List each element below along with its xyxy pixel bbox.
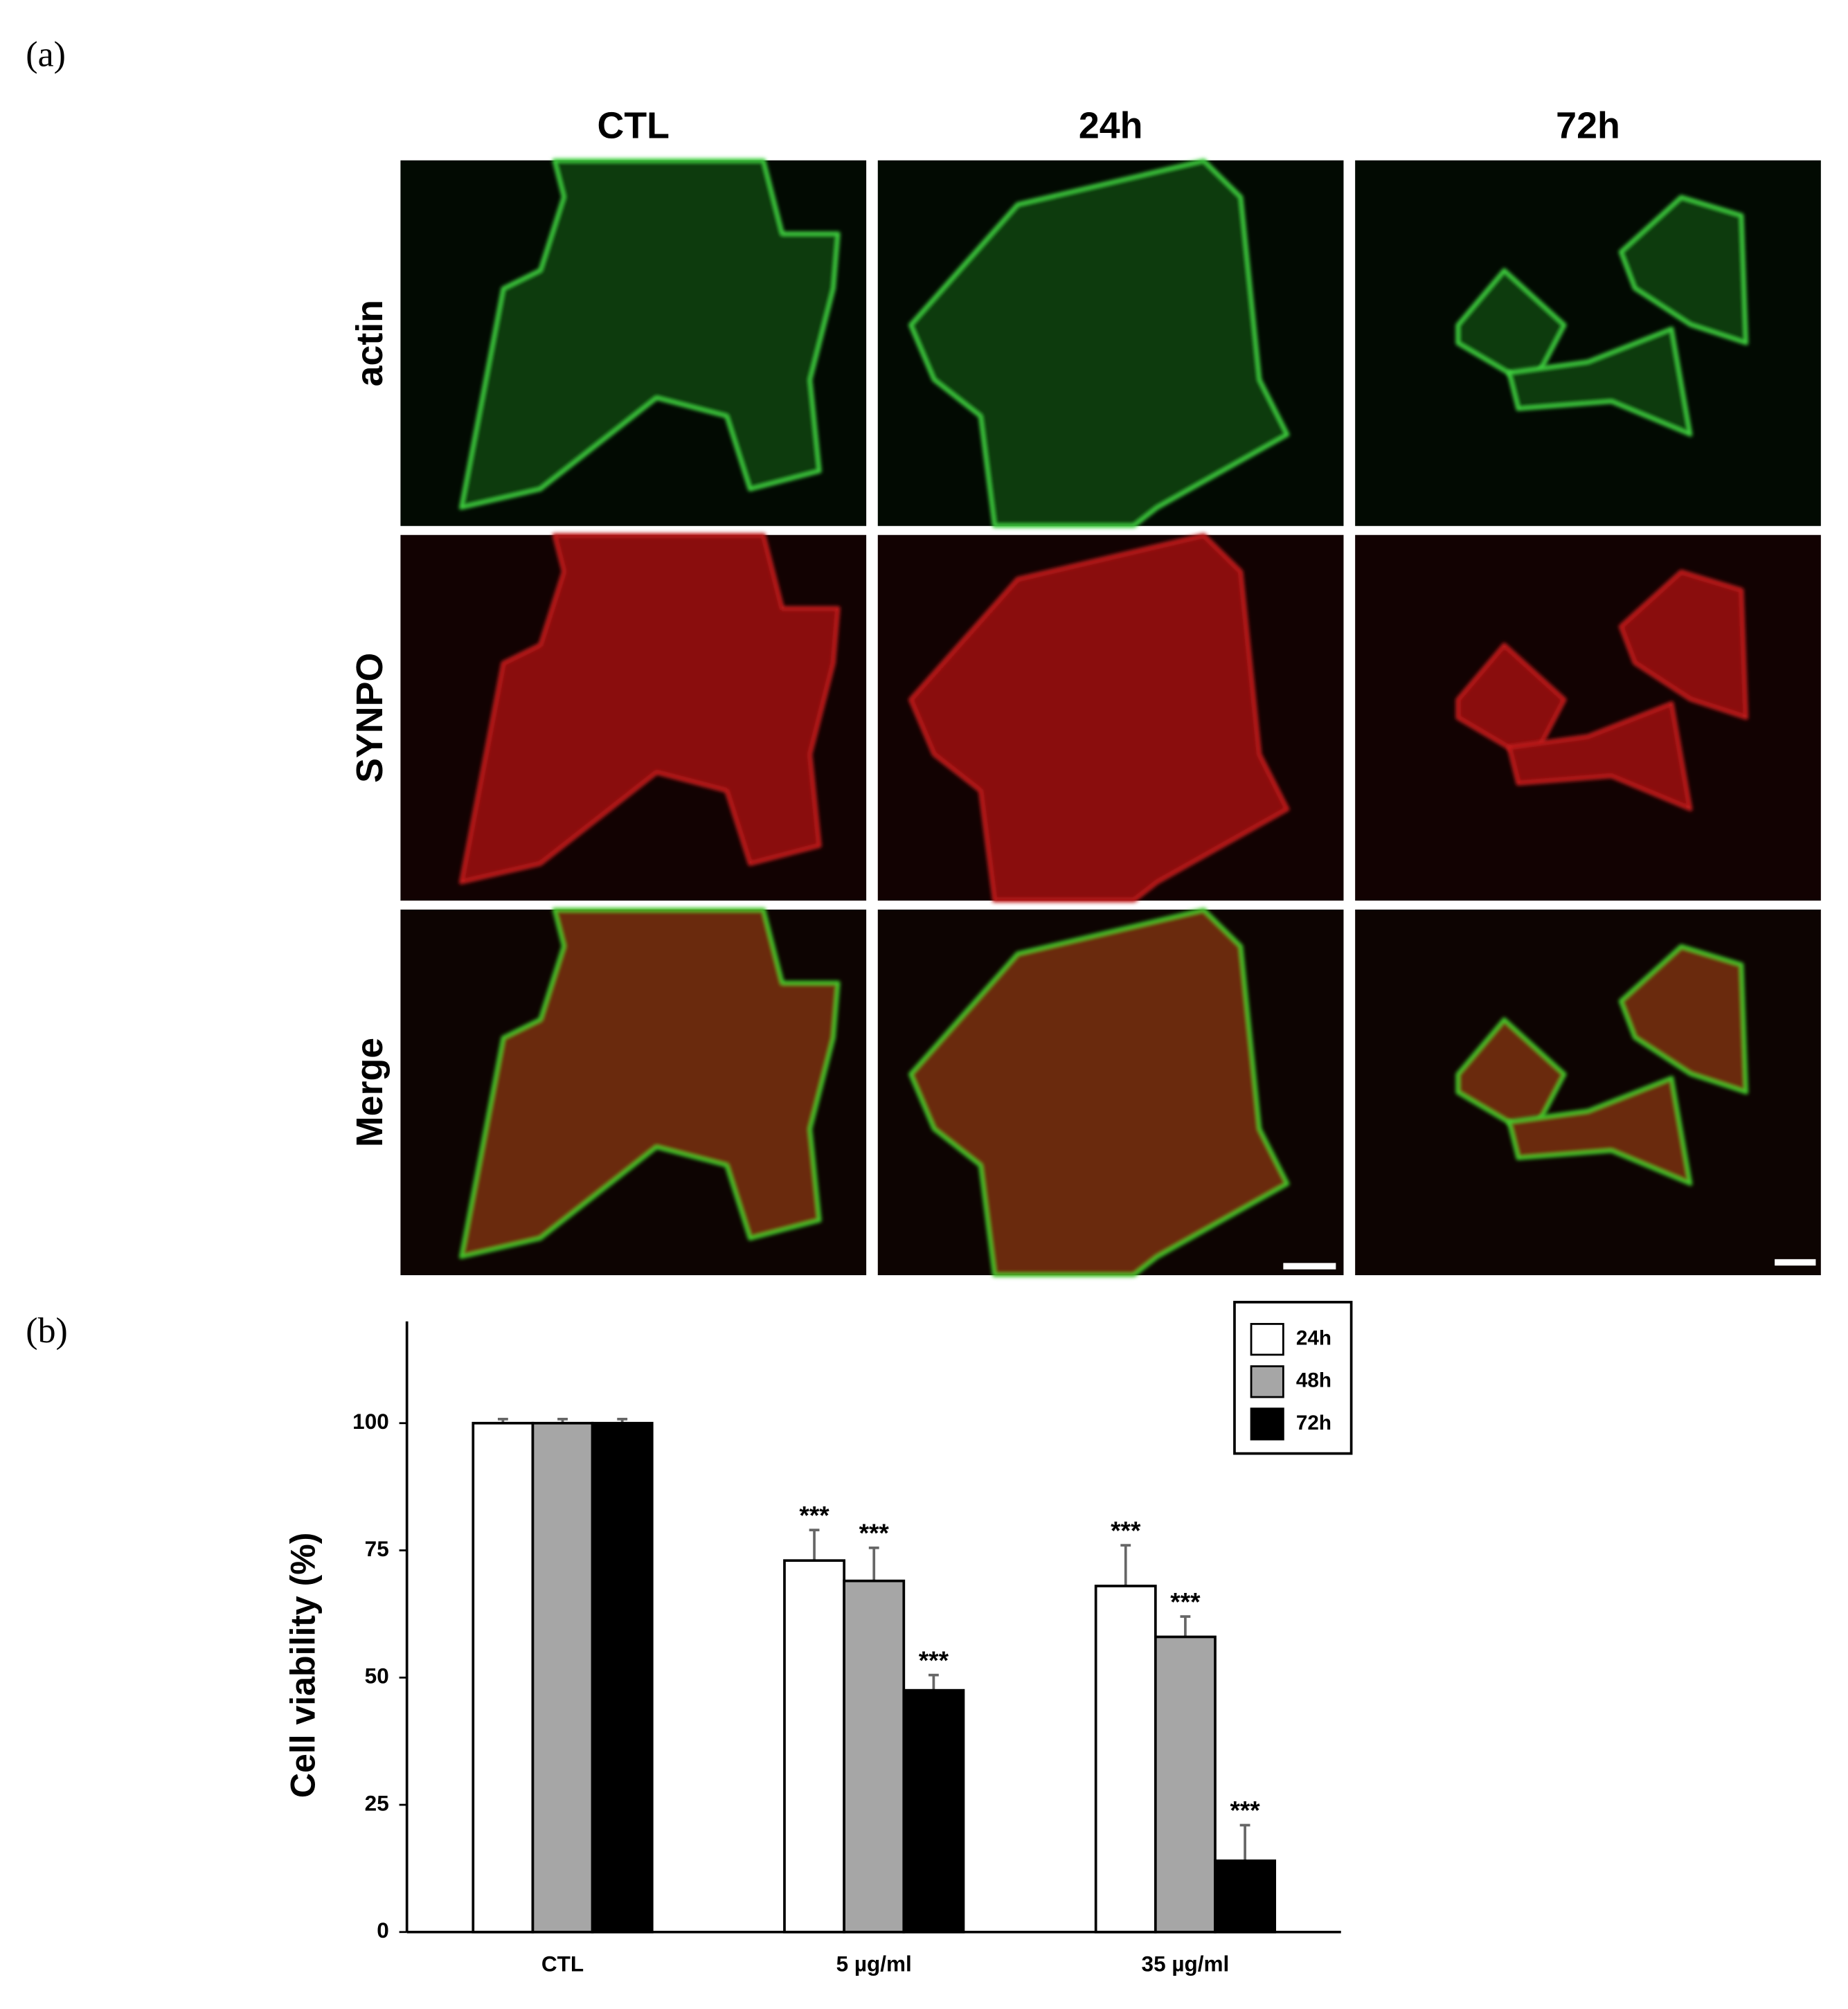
micrograph: [1355, 160, 1821, 526]
legend-label: 24h: [1296, 1326, 1331, 1349]
significance-label: ***: [859, 1518, 890, 1547]
row-label: SYNPO: [349, 653, 391, 783]
cell: [1507, 701, 1693, 811]
column-header: 24h: [1079, 105, 1143, 147]
cell: [908, 908, 1290, 1277]
x-tick-label: CTL: [541, 1951, 584, 1976]
y-axis-label: Cell viability (%): [284, 1533, 323, 1799]
bar: [472, 1421, 535, 1934]
cell: [1618, 195, 1748, 345]
bar: [843, 1579, 906, 1934]
micrograph-grid: CTL 24h 72h actin SYNPO Merge: [349, 105, 1821, 1277]
bar: [902, 1688, 965, 1934]
cell: [908, 158, 1290, 528]
x-tick-label: 5 µg/ml: [836, 1951, 912, 1976]
cell: [1507, 326, 1693, 437]
legend-swatch: [1250, 1365, 1284, 1398]
y-tick-label: 25: [365, 1790, 389, 1815]
cell: [1618, 569, 1748, 720]
significance-label: ***: [919, 1646, 949, 1675]
panel-label: (a): [26, 35, 66, 74]
y-tick-label: 75: [365, 1536, 389, 1561]
bar: [591, 1421, 654, 1934]
cell: [908, 532, 1290, 903]
column-header: CTL: [598, 105, 670, 147]
cell: [459, 532, 841, 885]
cell: [1455, 268, 1567, 389]
cell: [1618, 944, 1748, 1094]
y-tick-label: 100: [352, 1409, 389, 1434]
bar: [531, 1421, 594, 1934]
row-label: actin: [349, 300, 391, 386]
bar: [1094, 1585, 1157, 1934]
bar: [1214, 1859, 1277, 1934]
row-label: Merge: [349, 1038, 391, 1147]
cell: [459, 908, 841, 1259]
significance-label: ***: [1230, 1796, 1260, 1825]
legend-label: 72h: [1296, 1412, 1331, 1434]
legend-swatch: [1250, 1323, 1284, 1356]
significance-label: ***: [1111, 1515, 1141, 1544]
cell: [1455, 1017, 1567, 1139]
column-header: 72h: [1556, 105, 1620, 147]
x-tick-label: 35 µg/ml: [1142, 1951, 1230, 1976]
cell: [1455, 642, 1567, 764]
bar: [1154, 1635, 1217, 1934]
bar: [783, 1559, 845, 1934]
micrograph: [1355, 534, 1821, 901]
y-tick-label: 0: [377, 1918, 389, 1943]
significance-label: ***: [1170, 1587, 1201, 1616]
y-tick-label: 50: [365, 1664, 389, 1688]
cell: [459, 158, 841, 510]
significance-label: ***: [799, 1500, 829, 1529]
cell: [1507, 1076, 1693, 1186]
panel-label: (b): [26, 1311, 68, 1351]
bar-chart: 0 25 50 75 100 Cell viability (%) CTL 5 µg/ml **…: [284, 1301, 1353, 1976]
legend-label: 48h: [1296, 1369, 1331, 1392]
legend-swatch: [1250, 1407, 1284, 1441]
micrograph: [1355, 909, 1821, 1276]
